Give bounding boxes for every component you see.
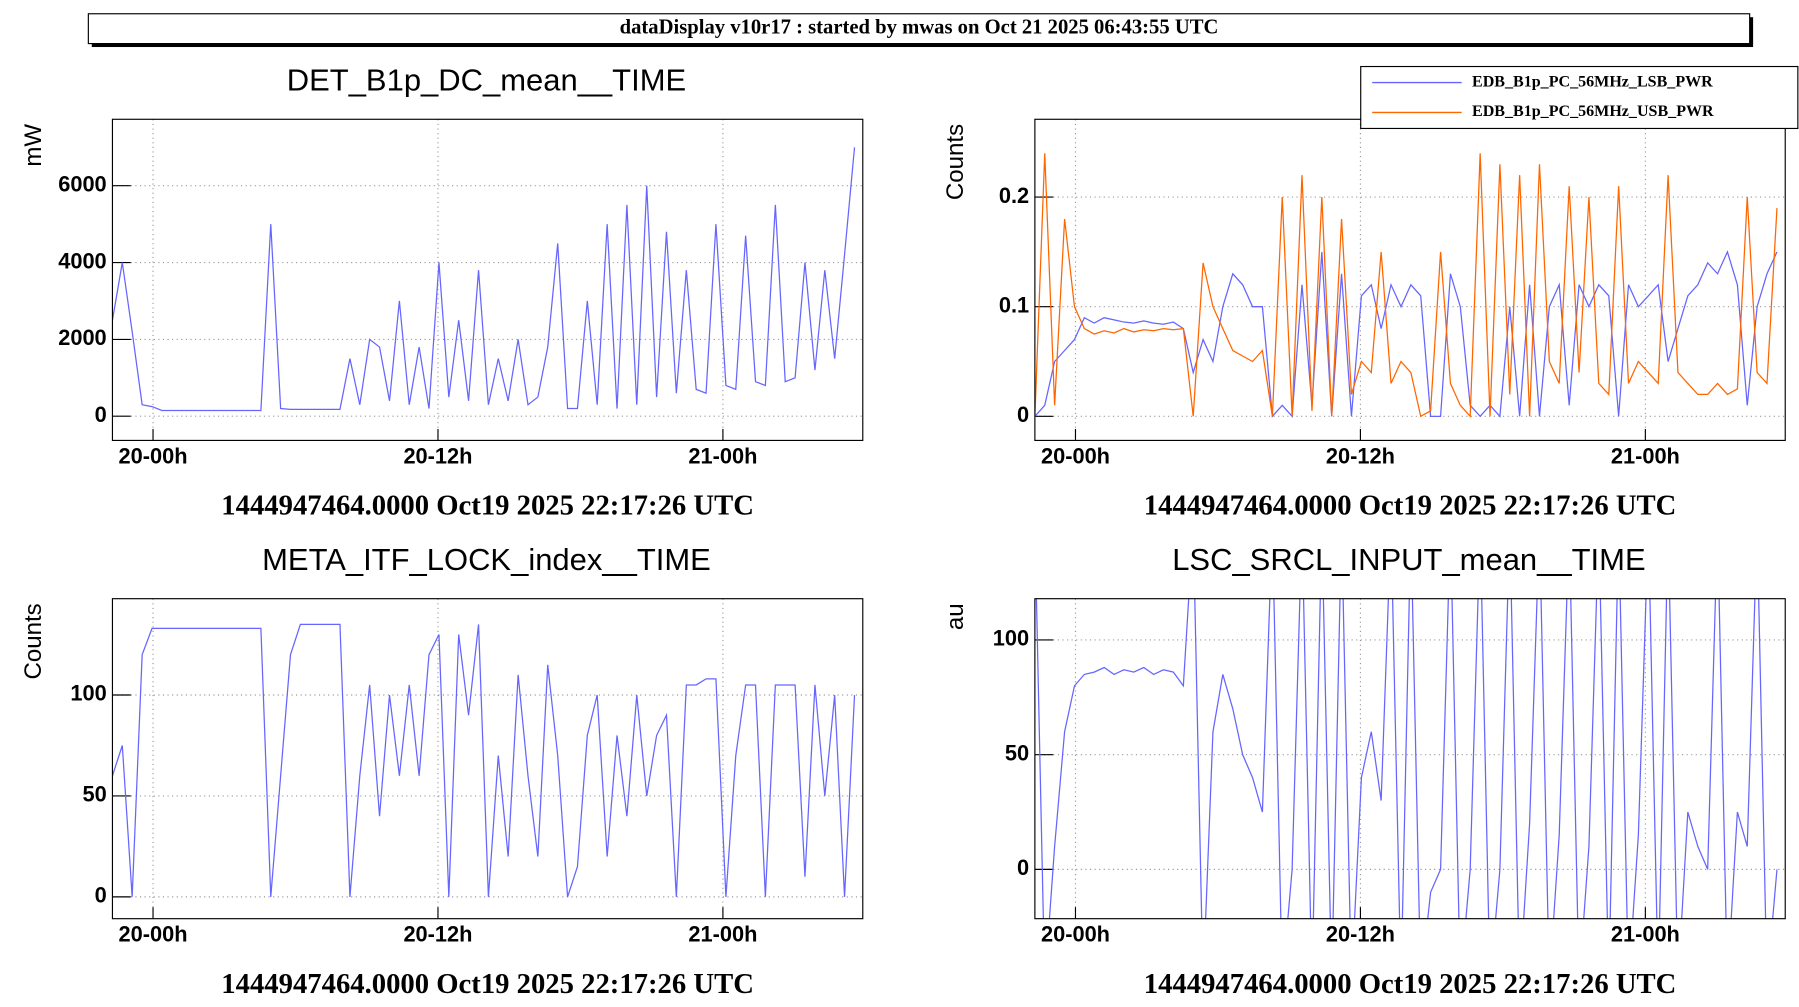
- data-layer: [112, 623, 856, 898]
- y-axis-label: au: [942, 603, 969, 630]
- data-line: [112, 147, 856, 412]
- x-tick-label: 21-00h: [1611, 443, 1680, 468]
- y-tick-label: 100: [993, 626, 1029, 651]
- legend-box: [1360, 65, 1799, 130]
- legend-label: EDB_B1p_PC_56MHz_USB_PWR: [1472, 103, 1714, 120]
- chart: DET_B1p_DC_mean__TIME mW 1444947464.0000 O…: [20, 63, 864, 522]
- legend-label: EDB_B1p_PC_56MHz_LSB_PWR: [1472, 73, 1713, 90]
- x-tick-label: 20-12h: [1326, 922, 1395, 947]
- y-axis-label: mW: [20, 124, 47, 167]
- y-tick-label: 0: [95, 402, 107, 427]
- plot-frame: [111, 118, 864, 441]
- x-tick-label: 20-12h: [403, 922, 472, 947]
- chart-title: DET_B1p_DC_mean__TIME: [287, 63, 686, 98]
- y-tick-label: 50: [1005, 740, 1029, 765]
- y-tick-label: 0.2: [999, 183, 1029, 208]
- y-tick-label: 100: [70, 681, 106, 706]
- chart-title: LSC_SRCL_INPUT_mean__TIME: [1172, 542, 1645, 577]
- y-tick-label: 0: [95, 883, 107, 908]
- data-layer: [1035, 598, 1778, 919]
- x-tick-label: 20-00h: [119, 922, 188, 947]
- header-title: dataDisplay v10r17 : started by mwas on …: [620, 16, 1219, 38]
- data-layer: [1034, 153, 1778, 418]
- header-box: [87, 13, 1751, 45]
- x-axis-label: 1444947464.0000 Oct19 2025 22:17:26 UTC: [221, 968, 754, 1000]
- y-tick-label: 6000: [58, 171, 106, 196]
- data-line: [1034, 153, 1778, 418]
- chart: Counts 1444947464.0000 Oct19 2025 22:17:2…: [942, 65, 1799, 522]
- y-axis-label: Counts: [20, 603, 47, 679]
- data-line: [1034, 250, 1778, 418]
- x-tick-label: 20-00h: [1041, 443, 1110, 468]
- data-layer: [112, 147, 856, 412]
- x-tick-label: 20-12h: [403, 443, 472, 468]
- y-tick-label: 4000: [58, 248, 106, 273]
- x-axis-label: 1444947464.0000 Oct19 2025 22:17:26 UTC: [1144, 968, 1677, 1000]
- y-tick-label: 2000: [58, 325, 106, 350]
- y-tick-label: 0: [1017, 402, 1029, 427]
- x-tick-label: 21-00h: [1611, 922, 1680, 947]
- plot-frame: [1034, 598, 1786, 920]
- plot-area: [1034, 119, 1786, 441]
- x-tick-label: 21-00h: [688, 922, 757, 947]
- x-tick-label: 21-00h: [688, 443, 757, 468]
- y-axis-label: Counts: [942, 124, 969, 200]
- data-line: [112, 623, 856, 898]
- y-tick-label: 0: [1017, 855, 1029, 880]
- chart: META_ITF_LOCK_index__TIME Counts 144494746…: [20, 542, 864, 1000]
- y-tick-label: 0.1: [999, 292, 1029, 317]
- chart-title: META_ITF_LOCK_index__TIME: [262, 542, 711, 577]
- x-tick-label: 20-12h: [1326, 443, 1395, 468]
- y-tick-label: 50: [82, 782, 106, 807]
- x-axis-label: 1444947464.0000 Oct19 2025 22:17:26 UTC: [221, 490, 754, 522]
- x-tick-label: 20-00h: [1041, 922, 1110, 947]
- x-tick-label: 20-00h: [119, 443, 188, 468]
- x-axis-label: 1444947464.0000 Oct19 2025 22:17:26 UTC: [1144, 490, 1677, 522]
- data-line: [1035, 598, 1778, 919]
- plot-frame: [111, 598, 864, 920]
